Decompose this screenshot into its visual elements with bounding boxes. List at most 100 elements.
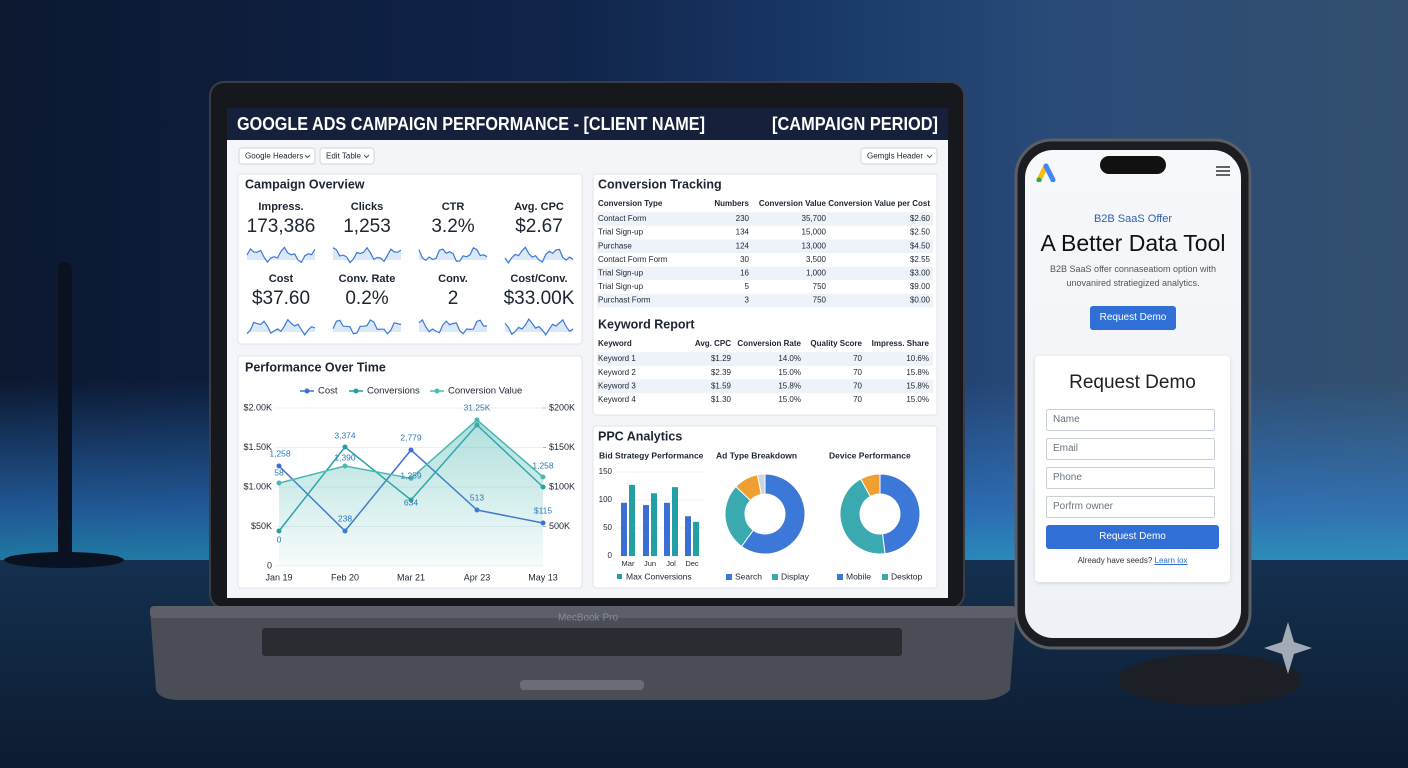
table-cell: 70 [853, 354, 862, 363]
sparkline-area [419, 320, 487, 334]
keyboard [262, 628, 902, 656]
table-cell: Trial Sign-up [598, 282, 644, 291]
metric-label: Cost [269, 273, 294, 285]
metric-value: 1,253 [343, 216, 391, 237]
input-field[interactable]: Phone [1046, 467, 1215, 489]
legend-swatch [837, 574, 843, 580]
table-cell: 15.0% [778, 368, 801, 377]
form-footer: Already have seeds? Learn lox [1035, 556, 1230, 565]
point [342, 463, 348, 469]
x-tick-label: Jun [644, 559, 656, 568]
cta-button[interactable]: Request Demo [1090, 306, 1176, 330]
column-header: Impress. Share [872, 339, 930, 348]
table-cell: $0.00 [910, 296, 931, 305]
annotation: 513 [470, 492, 484, 502]
legend-swatch [617, 574, 622, 579]
table-cell: $2.50 [910, 228, 931, 237]
bar [693, 521, 699, 556]
input-field[interactable]: Email [1046, 438, 1215, 460]
table-cell: Keyword 3 [598, 382, 636, 391]
point [408, 475, 414, 481]
phone-screen: B2B SaaS Offer A Better Data Tool B2B Sa… [1025, 150, 1241, 638]
table-cell: $2.55 [910, 255, 931, 264]
menu-icon[interactable] [1215, 165, 1231, 177]
x-tick-label: Jol [666, 559, 676, 568]
point [276, 480, 282, 486]
column-header: Numbers [714, 199, 749, 208]
chart-title: Ad Type Breakdown [716, 450, 797, 460]
form-title: Request Demo [1069, 372, 1196, 393]
bar [651, 493, 657, 556]
legend-label: Search [735, 571, 762, 581]
sparkline [332, 319, 402, 335]
metric-label: Clicks [351, 201, 383, 213]
metric-value: 3.2% [431, 216, 474, 237]
table-cell: 35,700 [802, 214, 827, 223]
table-cell: 134 [736, 228, 750, 237]
x-tick-label: Apr 23 [464, 572, 491, 582]
panel [237, 173, 583, 345]
toolbar-button[interactable] [860, 147, 938, 165]
table-cell: 16 [740, 269, 749, 278]
footer-link[interactable]: Learn lox [1154, 556, 1188, 565]
table-cell: $9.00 [910, 282, 931, 291]
table-cell: $3.00 [910, 269, 931, 278]
toolbar-button-label[interactable]: Edit Table [326, 152, 362, 161]
column-header: Conversion Type [598, 199, 663, 208]
input-field[interactable]: Porfrm owner [1046, 496, 1215, 518]
table-cell: 750 [813, 296, 827, 305]
metric-label: Avg. CPC [514, 201, 564, 213]
annotation: 1,258 [269, 448, 291, 458]
metric-value: $33.00K [504, 288, 575, 309]
donut-slice [740, 473, 806, 555]
table-cell: Keyword 2 [598, 368, 636, 377]
toolbar-button-label[interactable]: Google Headers [245, 152, 303, 161]
y2-tick-label: $150K [549, 442, 575, 452]
y2-tick-label: $100K [549, 481, 575, 491]
column-header: Quality Score [810, 339, 862, 348]
input-field[interactable]: Name [1046, 409, 1215, 431]
annotation: 31.25K [464, 402, 491, 412]
sparkline [418, 246, 488, 262]
donut-slice [860, 473, 881, 498]
table-cell: $2.39 [711, 368, 732, 377]
y-tick-label: $50K [251, 521, 272, 531]
phone-notch [1100, 156, 1166, 174]
dashboard-title: GOOGLE ADS CAMPAIGN PERFORMANCE - [CLIEN… [237, 114, 705, 134]
column-header: Avg. CPC [695, 339, 731, 348]
header-bar [227, 108, 948, 140]
table-cell: Purchast Form [598, 296, 651, 305]
sparkline [332, 246, 402, 264]
submit-button[interactable]: Request Demo [1046, 525, 1219, 549]
bar [672, 487, 678, 556]
table-cell: 70 [853, 395, 862, 404]
metric-value: $37.60 [252, 288, 310, 309]
toolbar-button[interactable] [319, 147, 375, 165]
metric-label: Cost/Conv. [510, 273, 567, 285]
table-cell: 750 [813, 282, 827, 291]
table-cell: 124 [736, 241, 750, 250]
metric-label: Impress. [258, 201, 303, 213]
row-stripe [597, 239, 933, 253]
toolbar-button-label[interactable]: Gemgls Header [867, 152, 923, 161]
annotation: $115 [534, 505, 553, 515]
metric-value: $2.67 [515, 216, 563, 237]
table-cell: 3,500 [806, 255, 827, 264]
chevron-icon [363, 154, 370, 159]
table-cell: 10.6% [906, 354, 929, 363]
legend-label: Display [781, 571, 810, 581]
table-cell: $2.60 [910, 214, 931, 223]
y-tick-label: $1.00K [243, 481, 272, 491]
table-cell: 70 [853, 382, 862, 391]
panel [592, 425, 938, 589]
panel-title: Conversion Tracking [598, 177, 722, 191]
legend-label: Max Conversions [626, 571, 692, 581]
table-cell: $1.59 [711, 382, 732, 391]
table-cell: 13,000 [802, 241, 827, 250]
metric-label: Conv. Rate [339, 273, 396, 285]
legend-swatch [726, 574, 732, 580]
toolbar-button[interactable] [238, 147, 316, 165]
x-tick-label: Jan 19 [265, 572, 292, 582]
bar [643, 505, 649, 556]
sparkline [504, 246, 574, 264]
